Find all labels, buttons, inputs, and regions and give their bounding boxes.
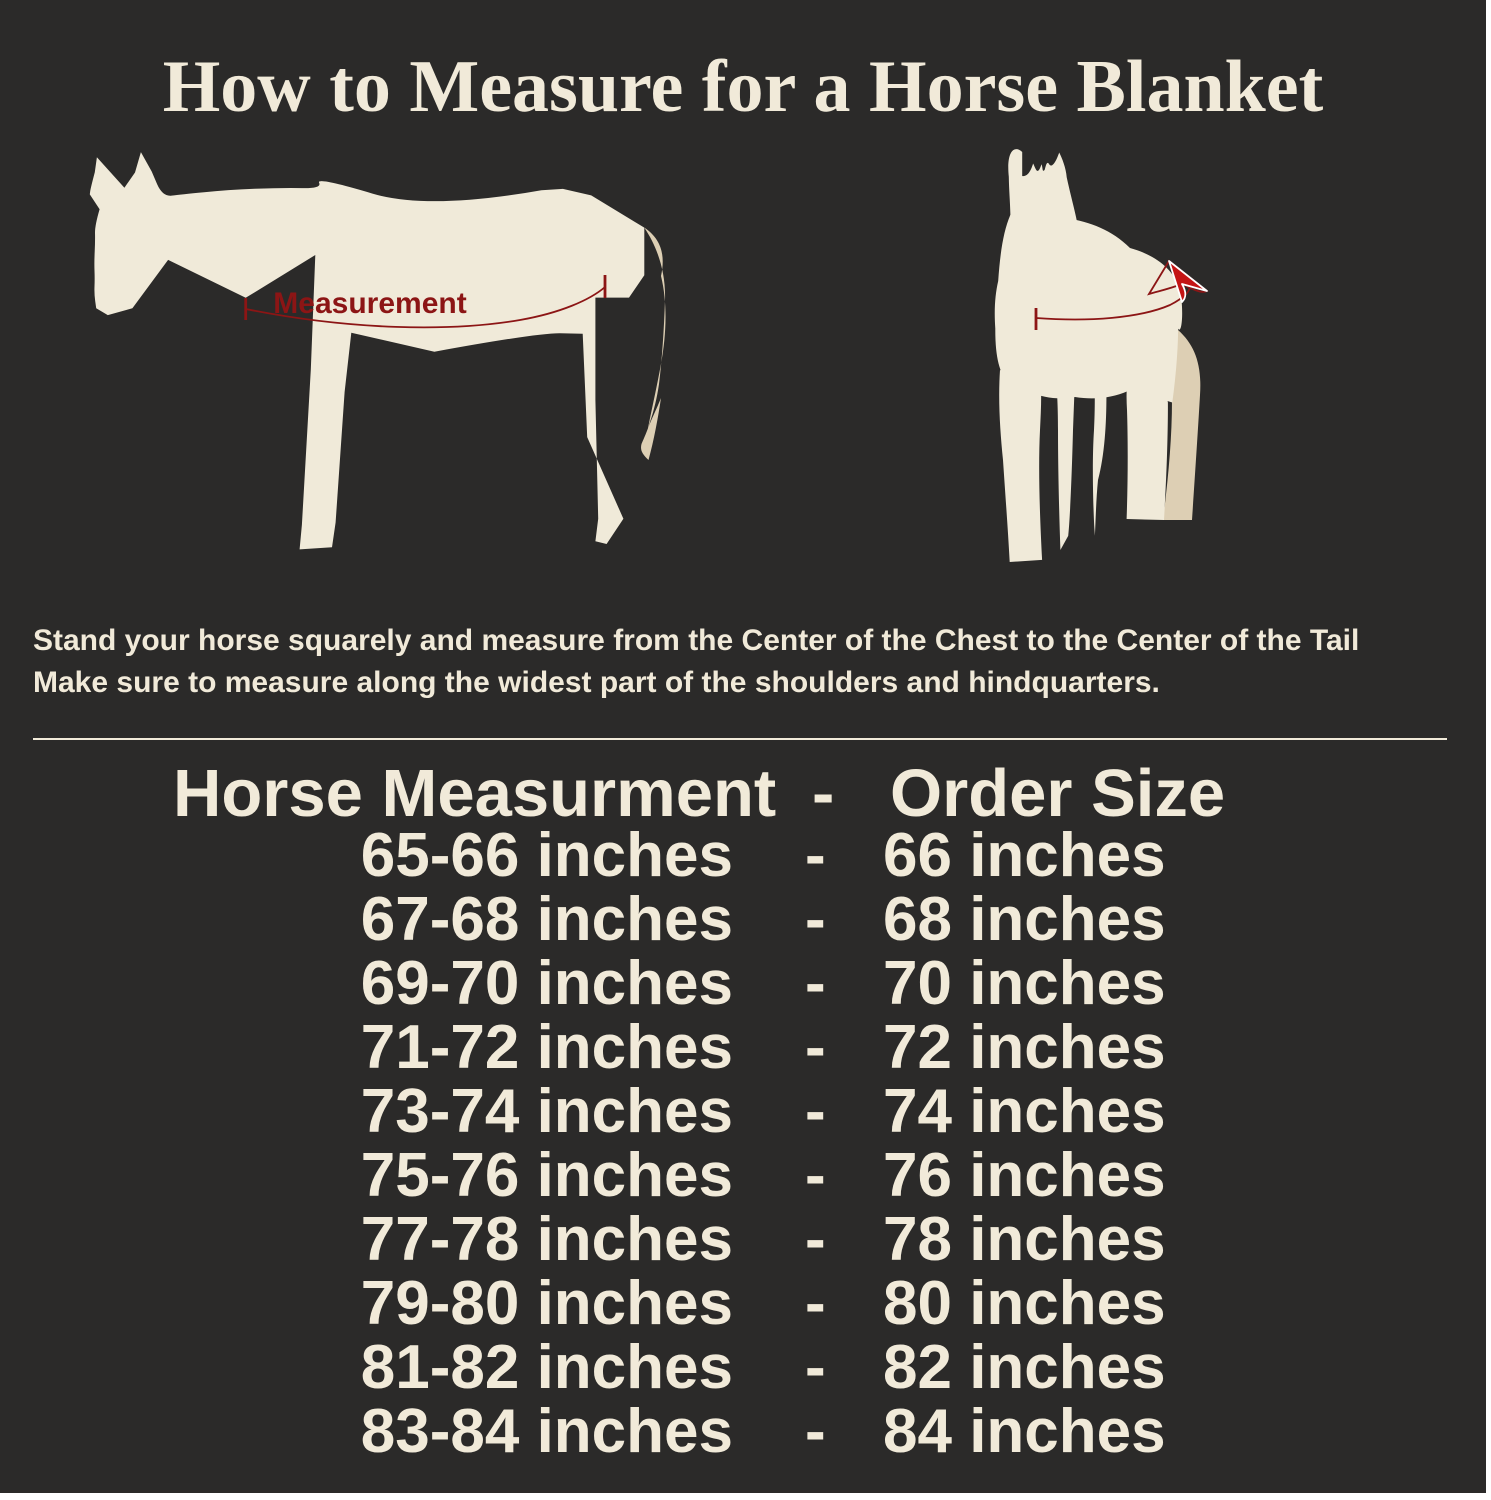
svg-text:Measurement: Measurement: [273, 287, 466, 320]
